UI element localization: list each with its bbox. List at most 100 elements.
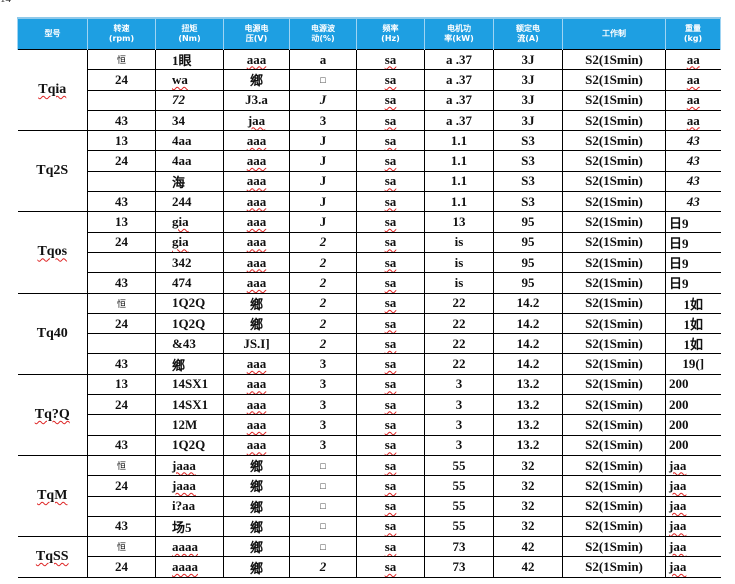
cell-text: 34 — [172, 112, 185, 128]
frequency-cell: sa — [356, 414, 425, 436]
model-cell: Tqia — [17, 48, 88, 132]
power-cell: 1.1 — [424, 150, 494, 172]
cell-text: 日9 — [669, 235, 689, 251]
cell-text: 13.2 — [516, 416, 540, 432]
weight-cell: 日9 — [665, 272, 721, 294]
frequency-cell: sa — [356, 251, 425, 274]
cell-text: S2(1Smin) — [585, 254, 643, 270]
cell-text: 24 — [115, 71, 128, 87]
cell-text: 200 — [669, 437, 689, 453]
voltage-cell: 鄉 — [223, 536, 290, 558]
cell-text: S2(1Smin) — [585, 538, 643, 554]
voltage-cell: aaa — [223, 130, 290, 152]
voltage-cell: 鄉 — [223, 292, 290, 314]
cell-text: S3 — [521, 193, 535, 209]
cell-text: S3 — [521, 153, 535, 169]
cell-text: wa — [172, 71, 188, 87]
cell-text: 24 — [115, 315, 128, 331]
voltage-cell: jaa — [223, 109, 290, 132]
torque-cell: 474 — [155, 272, 224, 294]
fluctuation-cell: 3 — [289, 353, 357, 375]
speed-cell: 恒 — [87, 292, 156, 314]
power-cell: 22 — [424, 353, 494, 375]
table-row: 342 aaa 2 sa is 95 S2(1Smin) 日9 — [18, 251, 721, 274]
frequency-cell: sa — [356, 191, 425, 213]
cell-text: sa — [384, 315, 397, 331]
duty-cell: S2(1Smin) — [562, 251, 666, 274]
cell-text: 43 — [686, 173, 700, 189]
cell-text: J — [319, 173, 327, 189]
weight-cell: 日9 — [665, 231, 721, 253]
cell-text: is — [454, 254, 464, 270]
speed-cell — [87, 170, 156, 193]
cell-text: aaa — [246, 274, 267, 290]
cell-text: 3J — [521, 112, 535, 128]
cell-text: jaa — [669, 477, 687, 493]
cell-text: S3 — [521, 173, 535, 189]
duty-cell: S2(1Smin) — [562, 353, 666, 375]
cell-text: jaa — [669, 538, 687, 554]
cell-text: sa — [384, 335, 397, 351]
cell-text: 1如 — [683, 317, 703, 332]
cell-text: sa — [384, 518, 397, 534]
voltage-cell: aaa — [223, 150, 290, 172]
frequency-cell: sa — [356, 373, 425, 396]
weight-cell: jaa — [665, 454, 721, 477]
weight-cell: jaa — [665, 495, 721, 517]
cell-text: aaa — [246, 376, 267, 392]
fluctuation-cell: □ — [289, 454, 357, 477]
model-name: Tq40 — [36, 325, 68, 341]
fluctuation-cell: J — [289, 130, 357, 152]
current-cell: S3 — [493, 150, 563, 172]
frequency-cell: sa — [356, 89, 425, 111]
speed-cell — [87, 89, 156, 111]
weight-cell: jaa — [665, 556, 721, 578]
current-cell: 14.2 — [493, 353, 563, 375]
cell-text: 13 — [115, 132, 128, 148]
cell-text: S2(1Smin) — [585, 214, 643, 230]
frequency-cell: sa — [356, 231, 425, 253]
cell-text: 2 — [319, 274, 327, 290]
duty-cell: S2(1Smin) — [562, 130, 666, 152]
model-name: Tq?Q — [34, 406, 70, 422]
voltage-cell: aaa — [223, 353, 290, 375]
cell-text: 4aa — [172, 153, 192, 169]
weight-cell: jaa — [665, 536, 721, 558]
duty-cell: S2(1Smin) — [562, 394, 666, 416]
fluctuation-cell: J — [289, 170, 357, 193]
cell-text: 95 — [521, 254, 535, 270]
cell-text: 日9 — [669, 256, 689, 272]
table-row: Tqia 恒 1眼 aaa a sa a .37 3J S2(1Smin) aa — [17, 48, 721, 132]
cell-text: J — [319, 132, 327, 148]
model-cell: Tq?Q — [17, 373, 88, 456]
fluctuation-cell: J — [289, 89, 357, 111]
cell-text: 43 — [115, 356, 128, 372]
power-cell: is — [424, 231, 494, 253]
cell-text: 24 — [115, 153, 128, 169]
voltage-cell: aaa — [223, 211, 290, 233]
duty-cell: S2(1Smin) — [562, 272, 666, 294]
fluctuation-cell: □ — [289, 515, 357, 538]
cell-text: 19(] — [682, 356, 705, 372]
duty-cell: S2(1Smin) — [562, 292, 666, 314]
cell-text: 43 — [115, 112, 128, 128]
weight-cell: aa — [665, 109, 721, 132]
cell-text: 32 — [521, 498, 535, 514]
cell-text: 鄉 — [249, 296, 263, 312]
frequency-cell: sa — [356, 434, 425, 456]
cell-text: 43 — [115, 274, 128, 290]
cell-text: sa — [384, 376, 397, 392]
cell-text: sa — [384, 51, 397, 67]
cell-text: S2(1Smin) — [585, 51, 643, 67]
cell-text: 14.2 — [516, 335, 540, 351]
cell-text: 3 — [455, 396, 463, 412]
cell-text: 日9 — [669, 215, 689, 231]
duty-cell: S2(1Smin) — [562, 495, 666, 517]
voltage-cell: 鄉 — [223, 556, 290, 578]
fluctuation-cell: 3 — [289, 414, 357, 436]
cell-text: □ — [320, 74, 326, 85]
cell-text: 13 — [452, 214, 466, 230]
torque-cell: 场5 — [155, 515, 224, 538]
cell-text: 43 — [686, 193, 700, 209]
